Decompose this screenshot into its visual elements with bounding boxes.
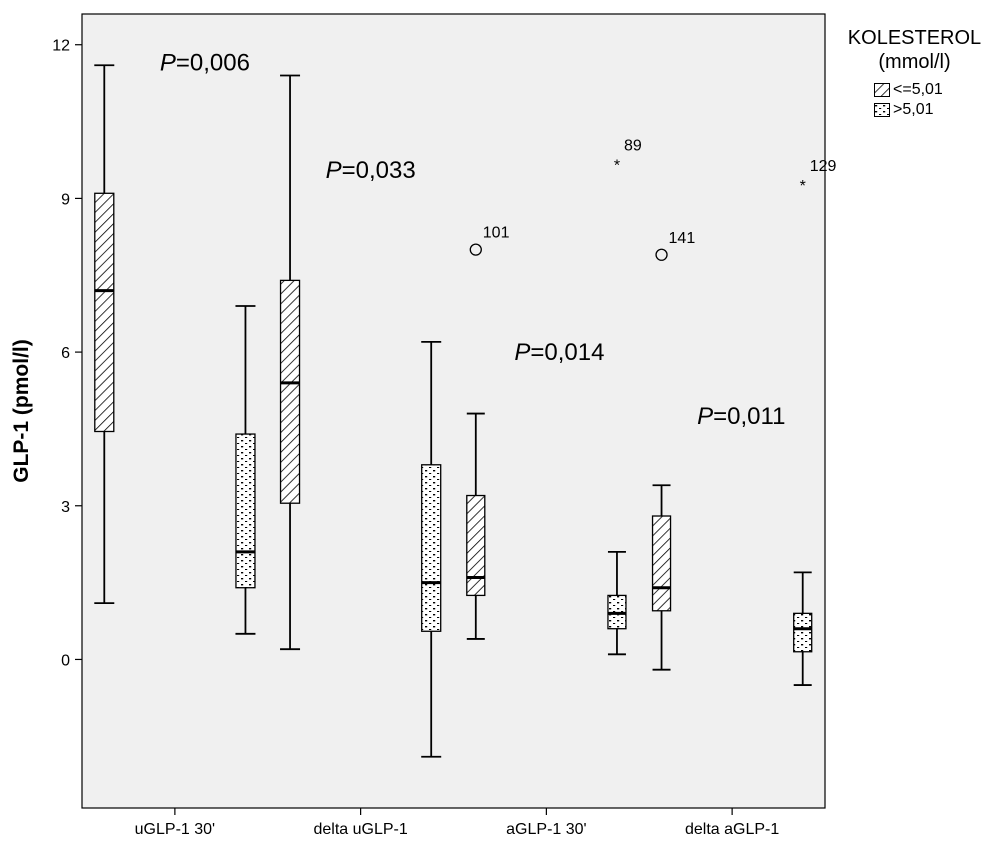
p-value-annotation-3: P=0,011 bbox=[697, 403, 785, 430]
outlier-label-1: 89 bbox=[624, 138, 642, 155]
plot-area bbox=[81, 13, 826, 809]
outlier-circle-2 bbox=[655, 248, 668, 261]
hatch-swatch-icon bbox=[874, 83, 890, 97]
box-1-0-box bbox=[279, 279, 301, 504]
y-axis-label: GLP-1 (pmol/l) bbox=[10, 339, 33, 483]
x-tick-label-2: aGLP-1 30' bbox=[506, 821, 586, 838]
box-3-0-box bbox=[651, 515, 672, 612]
y-tick-label-2: 6 bbox=[61, 345, 70, 362]
dots-swatch-icon bbox=[874, 103, 890, 117]
legend-label-low: <=5,01 bbox=[893, 81, 943, 98]
legend-title-line-2: (mmol/l) bbox=[878, 51, 951, 73]
p-value-annotation-2: P=0,014 bbox=[514, 339, 604, 366]
box-2-0-box bbox=[466, 494, 486, 597]
legend-entry-high: >5,01 bbox=[874, 100, 997, 120]
outlier-star-3: * bbox=[800, 178, 806, 195]
outlier-label-2: 141 bbox=[669, 230, 696, 247]
legend: KOLESTEROL (mmol/l) <=5,01 >5,01 bbox=[832, 26, 997, 120]
legend-title-line-1: KOLESTEROL bbox=[847, 27, 982, 49]
y-tick-label-0: 0 bbox=[61, 652, 70, 669]
y-tick-label-1: 3 bbox=[61, 499, 70, 516]
legend-label-high: >5,01 bbox=[893, 101, 934, 118]
box-1-1-box bbox=[421, 464, 442, 632]
legend-entry-low: <=5,01 bbox=[874, 80, 997, 100]
outlier-label-0: 101 bbox=[483, 225, 510, 242]
outlier-circle-0 bbox=[469, 243, 482, 256]
outlier-star-1: * bbox=[614, 158, 620, 175]
x-tick-label-3: delta aGLP-1 bbox=[685, 821, 779, 838]
box-3-1-box bbox=[793, 612, 813, 653]
p-value-annotation-0: P=0,006 bbox=[160, 50, 250, 77]
box-0-0-box bbox=[94, 192, 115, 433]
y-tick-label-3: 9 bbox=[61, 191, 70, 208]
x-tick-label-1: delta uGLP-1 bbox=[313, 821, 407, 838]
y-tick-label-4: 12 bbox=[52, 38, 70, 55]
outlier-label-3: 129 bbox=[810, 158, 837, 175]
box-0-1-box bbox=[235, 433, 256, 589]
p-value-annotation-1: P=0,033 bbox=[326, 157, 416, 184]
x-tick-label-0: uGLP-1 30' bbox=[135, 821, 215, 838]
